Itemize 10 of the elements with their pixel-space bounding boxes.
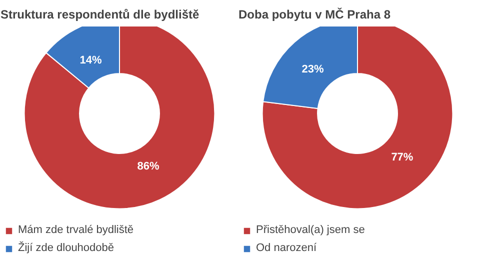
data-label: 23%: [302, 63, 324, 76]
legend-label: Mám zde trvalé bydliště: [18, 224, 134, 236]
legend-label: Přistěhoval(a) jsem se: [256, 224, 365, 236]
data-label: 77%: [391, 152, 414, 164]
legend-label: Od narození: [256, 242, 317, 254]
data-label: 14%: [80, 54, 102, 66]
data-label: 86%: [137, 160, 160, 173]
legend-label: Žijí zde dlouhodobě: [18, 242, 114, 254]
chart-title: Struktura respondentů dle bydliště: [0, 8, 200, 22]
chart-title: Doba pobytu v MČ Praha 8: [238, 8, 391, 22]
